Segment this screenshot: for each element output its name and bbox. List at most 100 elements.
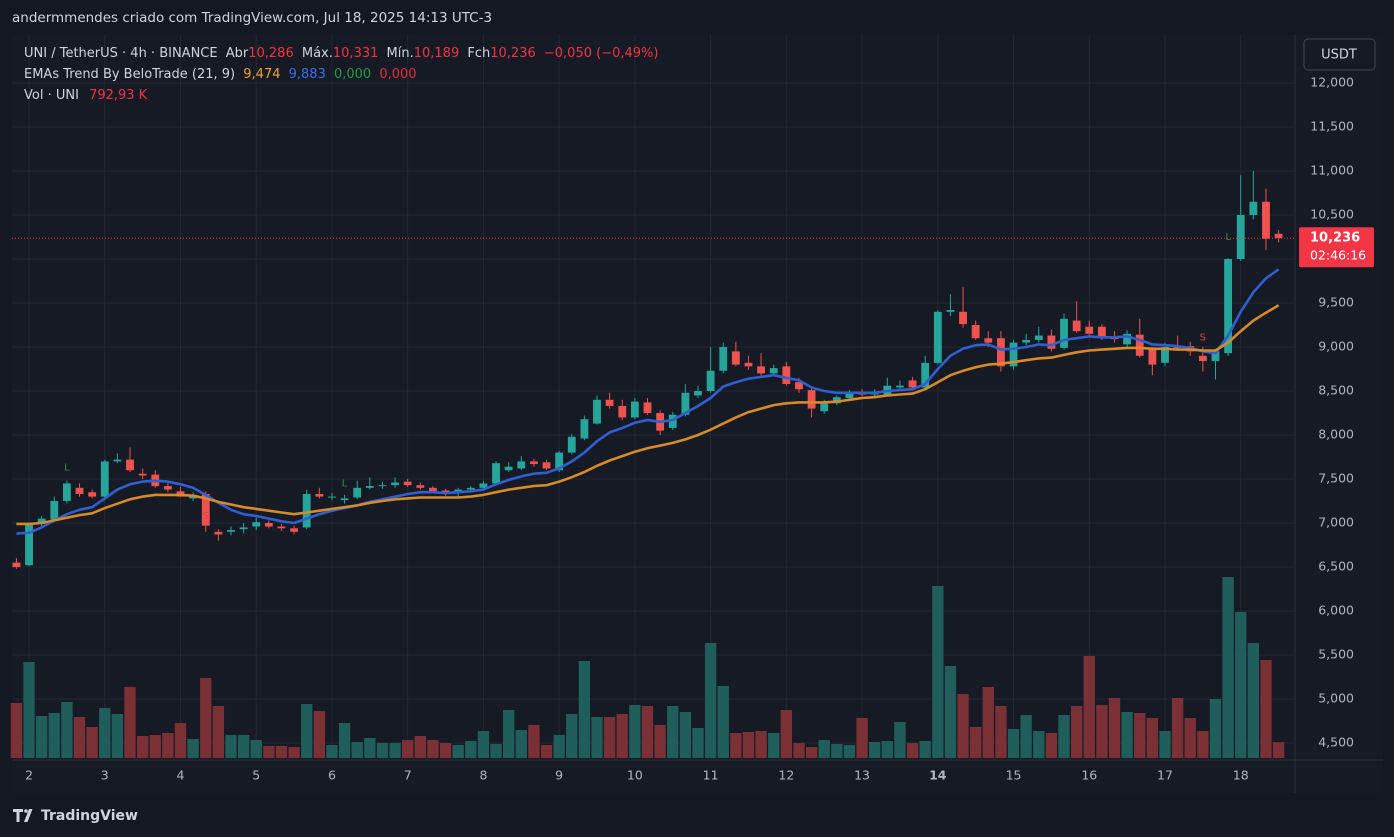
volume-bar bbox=[1222, 577, 1234, 758]
volume-bar bbox=[465, 741, 477, 758]
volume-bar bbox=[187, 739, 199, 758]
volume-bar bbox=[1260, 660, 1272, 758]
signal-label: S bbox=[203, 511, 209, 522]
x-tick-label: 18 bbox=[1233, 768, 1249, 783]
candle-body bbox=[302, 493, 311, 528]
y-tick-label: 6,500 bbox=[1318, 559, 1354, 574]
candle-body bbox=[668, 414, 677, 428]
volume-bar bbox=[275, 746, 288, 758]
candle-body bbox=[896, 385, 904, 388]
volume-bar bbox=[1171, 698, 1184, 758]
candle-body bbox=[807, 390, 816, 409]
candle-body bbox=[113, 459, 122, 462]
x-tick-label: 10 bbox=[627, 768, 643, 783]
y-tick-label: 8,000 bbox=[1318, 427, 1354, 442]
volume-bar bbox=[881, 741, 893, 758]
candle-body bbox=[719, 346, 728, 371]
volume-bar bbox=[1235, 612, 1247, 758]
change-value: −0,050 (−0,49%) bbox=[544, 46, 659, 61]
volume-bar bbox=[603, 717, 616, 758]
signal-label: L bbox=[1225, 232, 1231, 243]
legend-line-3: Vol · UNI 792,93 K bbox=[24, 88, 148, 103]
volume-bar bbox=[439, 743, 452, 758]
x-tick-label: 6 bbox=[328, 768, 336, 783]
candle-body bbox=[353, 487, 362, 498]
volume-bar bbox=[944, 666, 957, 758]
ema-line bbox=[16, 304, 1280, 526]
candle-body bbox=[1072, 320, 1081, 332]
x-tick-label: 8 bbox=[479, 768, 487, 783]
x-tick-label: 7 bbox=[404, 768, 412, 783]
volume-bar bbox=[667, 706, 679, 758]
legend-line-2: EMAs Trend By BeloTrade (21, 9) 9,474 9,… bbox=[24, 67, 417, 82]
y-tick-label: 8,500 bbox=[1318, 382, 1354, 397]
volume-bar bbox=[566, 714, 578, 758]
volume-bar bbox=[742, 732, 755, 758]
y-tick-label: 10,500 bbox=[1310, 206, 1354, 221]
volume-bar bbox=[1197, 731, 1209, 758]
candle-body bbox=[971, 324, 980, 339]
volume-bar bbox=[23, 662, 35, 758]
volume-bar bbox=[1045, 733, 1058, 758]
volume-bar bbox=[1033, 731, 1045, 758]
volume-bar bbox=[351, 742, 363, 758]
high-label: Máx. bbox=[302, 46, 333, 61]
volume-bar bbox=[10, 703, 23, 758]
volume-bar bbox=[1007, 729, 1020, 758]
candle-body bbox=[1161, 346, 1169, 363]
volume-bar bbox=[932, 586, 944, 758]
candle-body bbox=[75, 487, 84, 494]
volume-bar bbox=[528, 725, 540, 758]
volume-bar bbox=[376, 743, 389, 758]
candle-body bbox=[492, 463, 500, 484]
candle-body bbox=[100, 461, 109, 497]
y-tick-label: 9,500 bbox=[1318, 294, 1354, 309]
candle-body bbox=[681, 392, 690, 415]
candle-body bbox=[1148, 349, 1157, 365]
volume-bar bbox=[982, 687, 994, 758]
candle-body bbox=[1022, 339, 1031, 343]
volume-bar bbox=[957, 694, 969, 758]
volume-bar bbox=[780, 710, 793, 758]
volume-bar bbox=[818, 740, 830, 758]
volume-bar bbox=[263, 746, 275, 758]
y-tick-label: 7,000 bbox=[1318, 515, 1354, 530]
x-tick-label: 5 bbox=[252, 768, 260, 783]
candle-body bbox=[1123, 333, 1132, 345]
x-tick-label: 12 bbox=[778, 768, 794, 783]
y-tick-label: 5,500 bbox=[1318, 647, 1354, 662]
candle-body bbox=[997, 338, 1005, 367]
volume-bar bbox=[86, 727, 98, 758]
candle-body bbox=[694, 390, 702, 396]
volume-bar bbox=[490, 744, 502, 758]
legend-line-1: UNI / TetherUS · 4h · BINANCE Abr10,286 … bbox=[24, 46, 658, 61]
volume-bar bbox=[717, 686, 729, 758]
candle-body bbox=[1097, 326, 1106, 339]
candle-body bbox=[1198, 355, 1207, 362]
candle-body bbox=[921, 362, 930, 388]
volume-bar bbox=[124, 687, 136, 758]
volume-bar bbox=[553, 735, 565, 758]
volume-bar bbox=[856, 718, 868, 758]
volume-bar bbox=[1247, 643, 1260, 758]
candle-body bbox=[706, 370, 715, 391]
currency-button[interactable] bbox=[1303, 38, 1376, 71]
indicator-value: 0,000 bbox=[379, 67, 416, 82]
candle-body bbox=[50, 501, 59, 520]
chart-panel bbox=[12, 35, 1383, 793]
volume-bar bbox=[1083, 656, 1095, 758]
volume-bar bbox=[111, 714, 124, 758]
volume-bar bbox=[427, 740, 439, 758]
currency-button-label[interactable]: USDT bbox=[1321, 48, 1357, 63]
candle-body bbox=[1224, 258, 1233, 354]
y-tick-label: 7,500 bbox=[1318, 471, 1354, 486]
volume-bar bbox=[755, 731, 767, 758]
x-tick-label: 4 bbox=[177, 768, 185, 783]
candle-body bbox=[365, 486, 374, 488]
candle-layer bbox=[12, 170, 1283, 569]
volume-bar bbox=[326, 745, 338, 758]
volume-bar bbox=[654, 725, 666, 758]
candle-body bbox=[416, 485, 425, 488]
volume-bar bbox=[692, 728, 704, 758]
